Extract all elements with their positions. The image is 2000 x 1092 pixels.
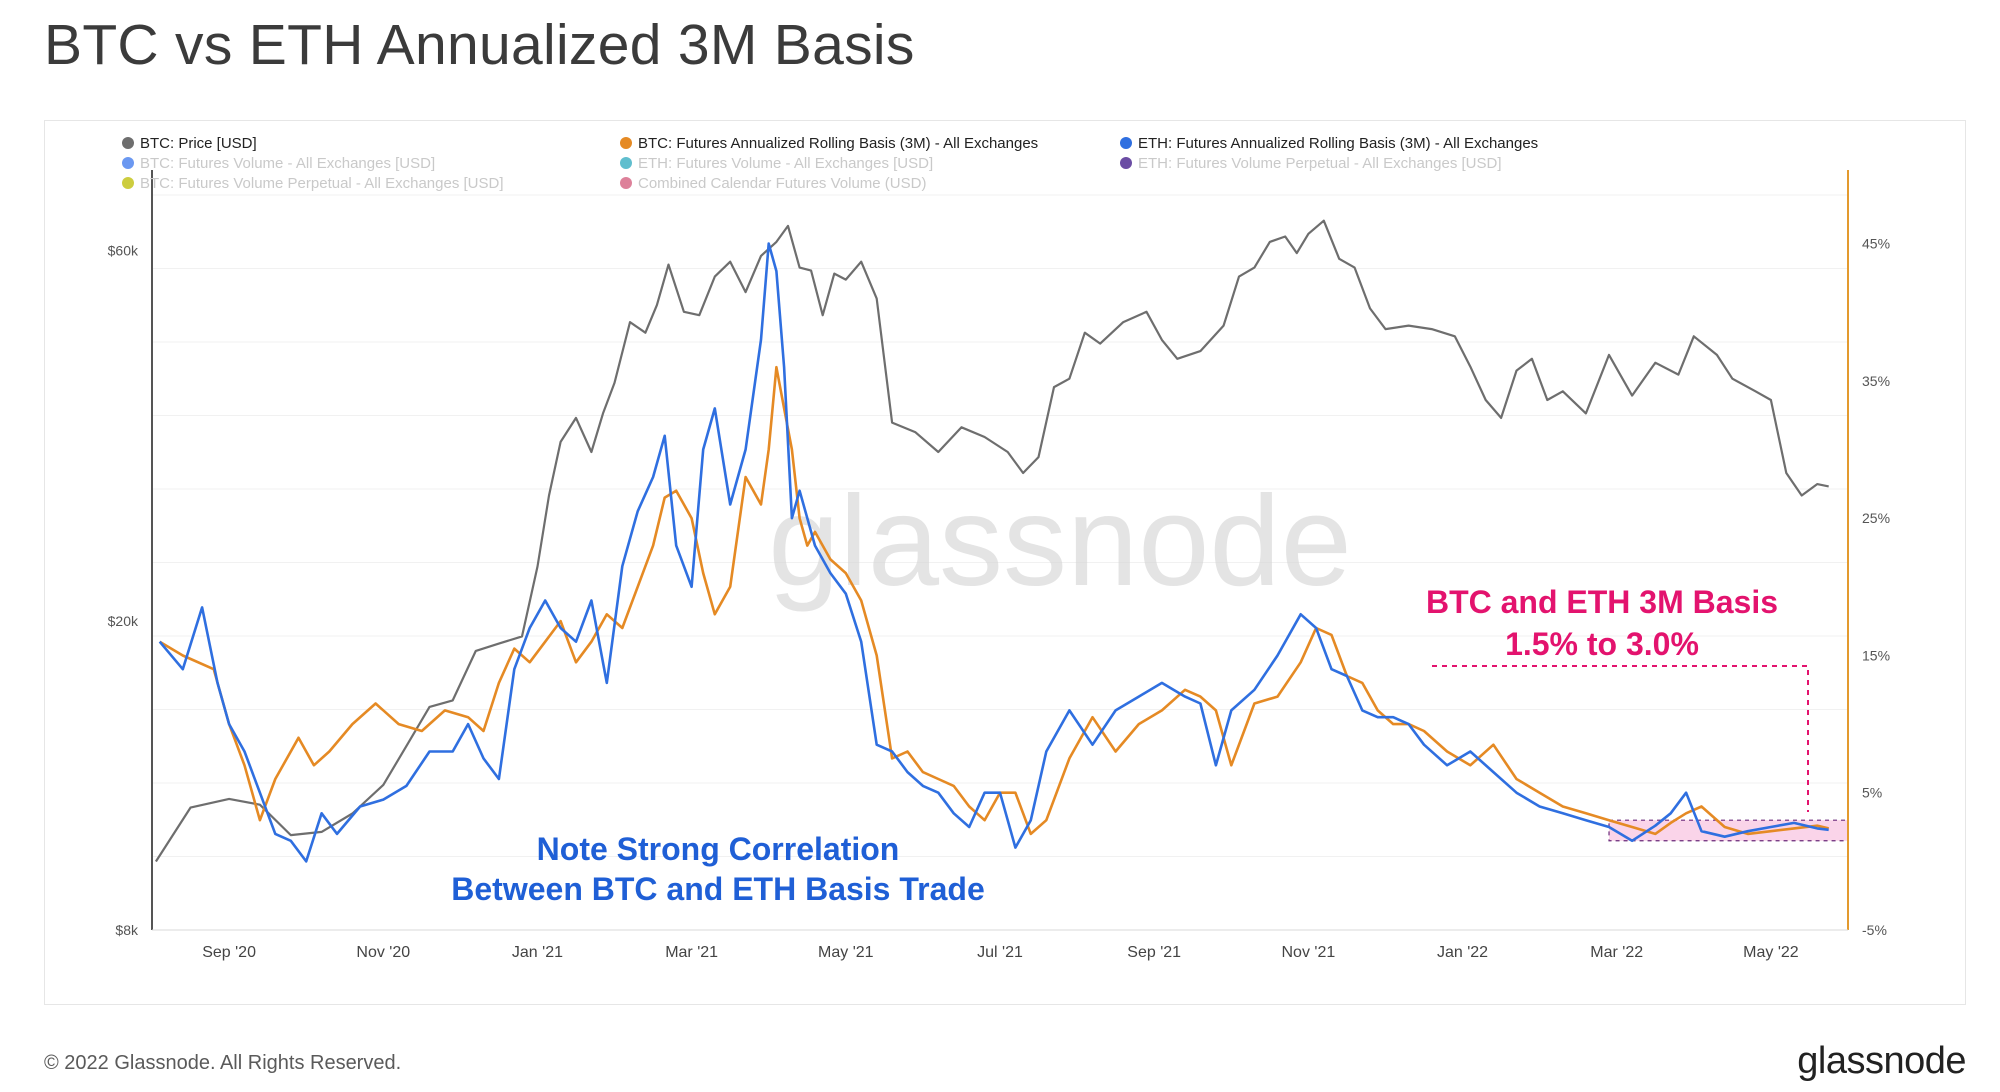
y-left-tick-label: $60k — [108, 242, 139, 258]
legend-item-label[interactable]: ETH: Futures Volume Perpetual - All Exch… — [1138, 155, 1502, 172]
glassnode-logo[interactable]: glassnode — [1797, 1040, 1966, 1082]
legend-item-label[interactable]: Combined Calendar Futures Volume (USD) — [638, 175, 926, 192]
btc-basis-line — [159, 365, 1829, 836]
correlation-note-line-2: Between BTC and ETH Basis Trade — [451, 871, 984, 907]
footer-copyright: © 2022 Glassnode. All Rights Reserved. — [44, 1052, 402, 1074]
legend-marker — [122, 137, 134, 149]
y-right-tick-label: 45% — [1862, 236, 1890, 252]
x-tick-label: Jan '22 — [1437, 944, 1488, 961]
y-right-tick-label: 15% — [1862, 647, 1890, 663]
legend-item-label[interactable]: ETH: Futures Annualized Rolling Basis (3… — [1138, 135, 1538, 152]
x-tick-label: Mar '21 — [665, 944, 718, 961]
legend-item-label[interactable]: BTC: Price [USD] — [140, 135, 257, 152]
legend: BTC: Price [USD] BTC: Futures Annualized … — [122, 135, 1538, 192]
x-tick-label: Jan '21 — [512, 944, 563, 961]
gridlines — [152, 194, 1848, 931]
page-title: BTC vs ETH Annualized 3M Basis — [44, 13, 915, 77]
legend-marker — [122, 157, 134, 169]
legend-marker — [1120, 157, 1132, 169]
y-right-tick-label: 5% — [1862, 785, 1882, 801]
x-tick-label: Sep '21 — [1127, 944, 1181, 961]
y-right-tick-label: -5% — [1862, 922, 1887, 938]
chart-frame — [44, 120, 1966, 1005]
range-note-bracket — [1432, 665, 1809, 812]
legend-marker — [122, 177, 134, 189]
correlation-note-line-1: Note Strong Correlation — [537, 831, 900, 867]
x-tick-label: Nov '21 — [1281, 944, 1335, 961]
x-tick-label: Jul '21 — [977, 944, 1023, 961]
x-tick-label: Mar '22 — [1590, 944, 1643, 961]
series-lines — [154, 219, 1829, 863]
axes: $8k $20k $60k -5% 5% 15% 25% 35% 45% Sep '20 Nov '… — [108, 170, 1890, 961]
legend-item-label[interactable]: BTC: Futures Volume Perpetual - All Exch… — [140, 175, 504, 192]
range-note-line-2: 1.5% to 3.0% — [1505, 626, 1699, 662]
x-tick-label: Nov '20 — [356, 944, 410, 961]
y-left-tick-label: $20k — [108, 613, 139, 629]
range-note-line-1: BTC and ETH 3M Basis — [1426, 584, 1778, 620]
legend-item-label[interactable]: ETH: Futures Volume - All Exchanges [USD… — [638, 155, 933, 172]
legend-item-label[interactable]: BTC: Futures Volume - All Exchanges [USD… — [140, 155, 435, 172]
btc-price-line — [154, 219, 1829, 863]
legend-item-label[interactable]: BTC: Futures Annualized Rolling Basis (3… — [638, 135, 1038, 152]
x-tick-label: Sep '20 — [202, 944, 256, 961]
legend-marker — [620, 177, 632, 189]
x-tick-label: May '21 — [818, 944, 874, 961]
legend-marker — [620, 157, 632, 169]
annotations: Note Strong Correlation Between BTC and … — [451, 584, 1809, 907]
watermark-text: glassnode — [768, 470, 1352, 613]
legend-marker — [620, 137, 632, 149]
y-left-tick-label: $8k — [115, 922, 139, 938]
y-right-tick-label: 35% — [1862, 373, 1890, 389]
eth-basis-line — [158, 242, 1829, 863]
x-tick-label: May '22 — [1743, 944, 1799, 961]
y-right-tick-label: 25% — [1862, 510, 1890, 526]
legend-marker — [1120, 137, 1132, 149]
